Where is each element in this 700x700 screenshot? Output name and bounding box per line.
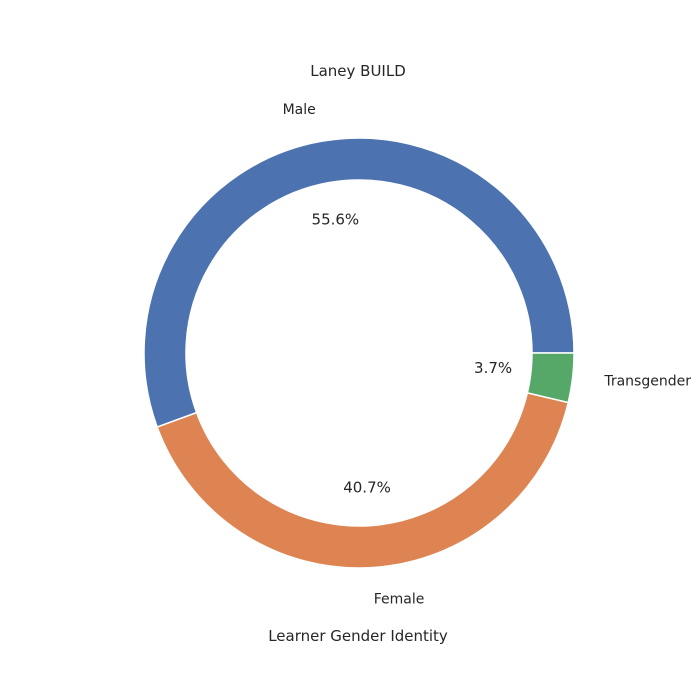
wedge-transgender — [526, 352, 575, 404]
donut-wedges — [143, 137, 575, 569]
wedge-male — [143, 137, 575, 429]
slice-percent-female: 40.7% — [343, 478, 391, 496]
x-axis-label: Learner Gender Identity — [268, 627, 448, 645]
slice-percent-labels: 55.6% 40.7% 3.7% — [312, 211, 513, 497]
slice-labels: Male Female Transgender — [283, 102, 692, 608]
slice-percent-male: 55.6% — [312, 211, 360, 229]
slice-percent-transgender: 3.7% — [474, 359, 512, 377]
slice-label-male: Male — [283, 102, 316, 118]
slice-label-female: Female — [374, 592, 425, 608]
slice-label-transgender: Transgender — [603, 374, 691, 390]
chart-title: Laney BUILD — [310, 62, 406, 80]
